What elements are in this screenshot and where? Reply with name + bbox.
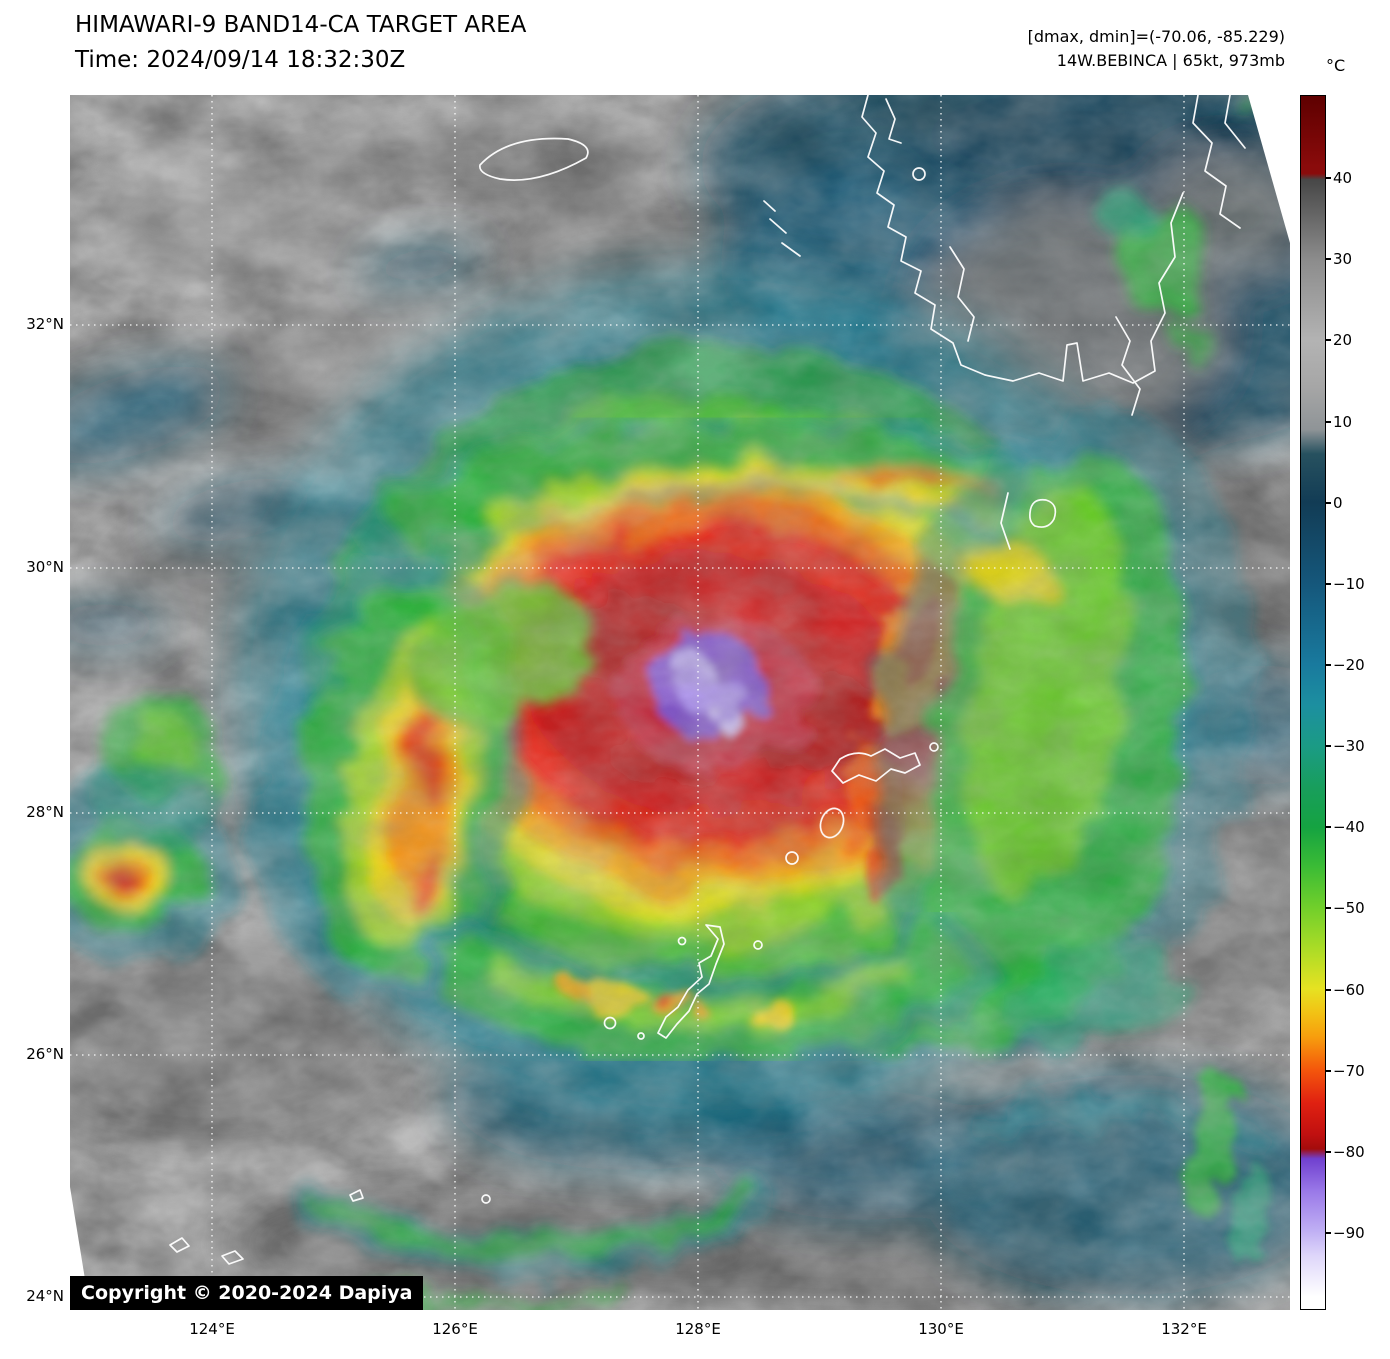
colorbar-tick-mark bbox=[1326, 1070, 1331, 1072]
cloud-texture-dark bbox=[70, 95, 1290, 1310]
colorbar-tick-m60: −60 bbox=[1333, 981, 1365, 999]
page-title: HIMAWARI-9 BAND14-CA TARGET AREA bbox=[75, 12, 527, 38]
colorbar-tick-mark bbox=[1326, 339, 1331, 341]
lon-label-126e: 126°E bbox=[432, 1320, 478, 1338]
colorbar-tick-mark bbox=[1326, 258, 1331, 260]
lon-label-130e: 130°E bbox=[918, 1320, 964, 1338]
colorbar-tick-m80: −80 bbox=[1333, 1143, 1365, 1161]
colorbar-tick-mark bbox=[1326, 664, 1331, 666]
colorbar-tick-mark bbox=[1326, 1151, 1331, 1153]
colorbar-tick-m90: −90 bbox=[1333, 1224, 1365, 1242]
colorbar-tick-30: 30 bbox=[1333, 250, 1353, 268]
colorbar-tick-mark bbox=[1326, 989, 1331, 991]
colorbar-tick-mark bbox=[1326, 502, 1331, 504]
colorbar-tick-m30: −30 bbox=[1333, 737, 1365, 755]
lat-label-26n: 26°N bbox=[26, 1045, 64, 1063]
colorbar-tick-mark bbox=[1326, 1232, 1331, 1234]
colorbar-tick-mark bbox=[1326, 177, 1331, 179]
lon-label-124e: 124°E bbox=[189, 1320, 235, 1338]
colorbar-tick-mark bbox=[1326, 745, 1331, 747]
colorbar-tick-m70: −70 bbox=[1333, 1062, 1365, 1080]
colorbar-unit-label: °C bbox=[1326, 56, 1346, 75]
colorbar-tick-m50: −50 bbox=[1333, 899, 1365, 917]
colorbar-tick-mark bbox=[1326, 826, 1331, 828]
lon-label-132e: 132°E bbox=[1161, 1320, 1207, 1338]
colorbar-tick-mark bbox=[1326, 583, 1331, 585]
copyright-badge: Copyright © 2020-2024 Dapiya bbox=[70, 1276, 424, 1310]
colorbar-tick-40: 40 bbox=[1333, 169, 1353, 187]
colorbar-gradient bbox=[1300, 95, 1326, 1310]
lat-label-30n: 30°N bbox=[26, 558, 64, 576]
colorbar-tick-20: 20 bbox=[1333, 331, 1353, 349]
lat-label-28n: 28°N bbox=[26, 803, 64, 821]
satellite-map: Copyright © 2020-2024 Dapiya bbox=[10, 45, 1390, 1315]
colorbar-tick-m20: −20 bbox=[1333, 656, 1365, 674]
lon-label-128e: 128°E bbox=[675, 1320, 721, 1338]
colorbar-tick-10: 10 bbox=[1333, 413, 1353, 431]
gridlines bbox=[70, 95, 1290, 1310]
colorbar-tick-m40: −40 bbox=[1333, 818, 1365, 836]
lat-label-24n: 24°N bbox=[26, 1287, 64, 1305]
colorbar-tick-mark bbox=[1326, 421, 1331, 423]
satellite-imagery bbox=[10, 45, 1390, 1315]
coastlines bbox=[169, 94, 1246, 1265]
colorbar-tick-0: 0 bbox=[1333, 494, 1343, 512]
lat-label-32n: 32°N bbox=[26, 315, 64, 333]
storm-info-readout: 14W.BEBINCA | 65kt, 973mb bbox=[1056, 51, 1285, 70]
colorbar-tick-mark bbox=[1326, 907, 1331, 909]
colorbar-tick-m10: −10 bbox=[1333, 575, 1365, 593]
dmax-dmin-readout: [dmax, dmin]=(-70.06, -85.229) bbox=[1027, 27, 1285, 46]
timestamp-line: Time: 2024/09/14 18:32:30Z bbox=[75, 47, 406, 73]
